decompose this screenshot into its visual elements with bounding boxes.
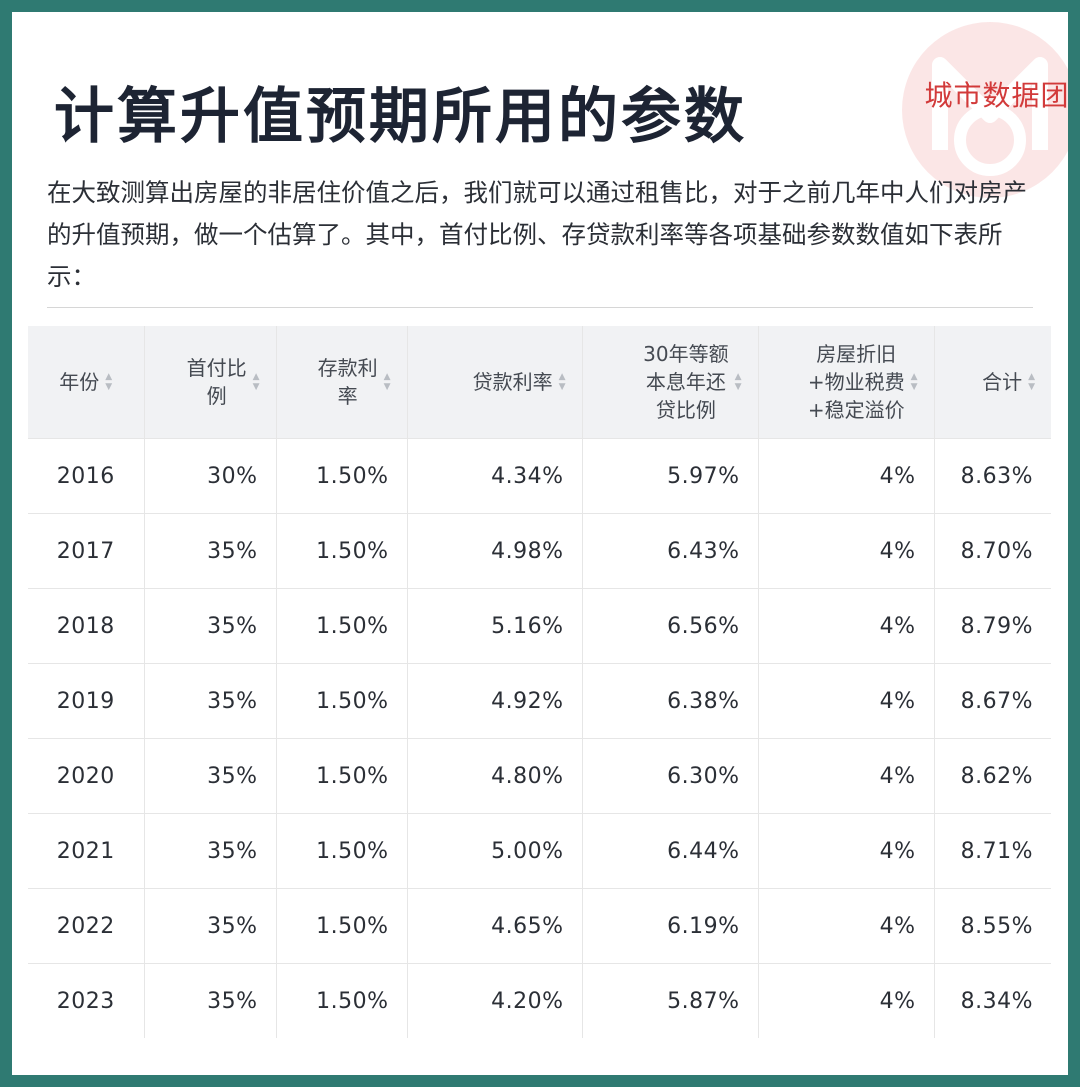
table-cell: 4.20% bbox=[407, 963, 583, 1038]
table-cell: 8.55% bbox=[934, 888, 1051, 964]
parameters-table: 年份 ▲ ▼ 首付比例 ▲ ▼ 存款利率 ▲ ▼ 贷款利率 ▲ ▼ 30年等额 本息年还 贷比例 ▲ ▼ 房屋折旧… bbox=[28, 326, 1051, 1038]
sort-icon[interactable]: ▲ ▼ bbox=[252, 372, 260, 392]
table-cell: 1.50% bbox=[276, 588, 408, 664]
table-cell: 8.63% bbox=[934, 438, 1051, 514]
sort-icon[interactable]: ▲ ▼ bbox=[105, 372, 113, 392]
table-cell: 5.00% bbox=[407, 813, 583, 889]
table-cell: 6.56% bbox=[582, 588, 759, 664]
table-cell: 35% bbox=[144, 888, 277, 964]
table-cell: 5.16% bbox=[407, 588, 583, 664]
page-title: 计算升值预期所用的参数 bbox=[54, 82, 747, 152]
table-cell: 6.44% bbox=[582, 813, 759, 889]
column-header[interactable]: 存款利率 ▲ ▼ bbox=[276, 326, 408, 439]
table-cell: 2021 bbox=[28, 813, 145, 889]
table-cell: 4% bbox=[758, 963, 935, 1038]
table-row: 2020 35% 1.50% 4.80% 6.30% 4% 8.62% bbox=[28, 738, 1051, 814]
table-cell: 30% bbox=[144, 438, 277, 514]
table-cell: 6.38% bbox=[582, 663, 759, 739]
table-row: 2017 35% 1.50% 4.98% 6.43% 4% 8.70% bbox=[28, 513, 1051, 589]
table-cell: 4.80% bbox=[407, 738, 583, 814]
table-row: 2018 35% 1.50% 5.16% 6.56% 4% 8.79% bbox=[28, 588, 1051, 664]
sort-icon[interactable]: ▲ ▼ bbox=[1028, 372, 1035, 392]
sort-icon[interactable]: ▲ ▼ bbox=[558, 372, 566, 392]
table-header-row: 年份 ▲ ▼ 首付比例 ▲ ▼ 存款利率 ▲ ▼ 贷款利率 ▲ ▼ 30年等额 本息年还 贷比例 ▲ ▼ 房屋折旧… bbox=[28, 326, 1051, 439]
table-cell: 4% bbox=[758, 888, 935, 964]
table-row: 2022 35% 1.50% 4.65% 6.19% 4% 8.55% bbox=[28, 888, 1051, 964]
table-cell: 4.34% bbox=[407, 438, 583, 514]
content-card: 城市数据团 计算升值预期所用的参数 在大致测算出房屋的非居住价值之后，我们就可以… bbox=[12, 12, 1068, 1075]
table-cell: 35% bbox=[144, 588, 277, 664]
column-header[interactable]: 贷款利率 ▲ ▼ bbox=[407, 326, 583, 439]
table-cell: 8.67% bbox=[934, 663, 1051, 739]
divider bbox=[47, 307, 1033, 308]
column-header-label: 贷款利率 bbox=[472, 370, 553, 394]
sort-icon[interactable]: ▲ ▼ bbox=[383, 372, 391, 392]
table-row: 2023 35% 1.50% 4.20% 5.87% 4% 8.34% bbox=[28, 963, 1051, 1038]
table-cell: 35% bbox=[144, 513, 277, 589]
table-cell: 35% bbox=[144, 813, 277, 889]
table-cell: 35% bbox=[144, 738, 277, 814]
table-cell: 1.50% bbox=[276, 963, 408, 1038]
column-header-label: 存款利率 bbox=[317, 356, 378, 408]
table-cell: 4.92% bbox=[407, 663, 583, 739]
table-cell: 2019 bbox=[28, 663, 145, 739]
table-cell: 4% bbox=[758, 813, 935, 889]
column-header-label: 房屋折旧 +物业税费 +稳定溢价 bbox=[807, 342, 905, 422]
table-row: 2016 30% 1.50% 4.34% 5.97% 4% 8.63% bbox=[28, 438, 1051, 514]
table-cell: 8.79% bbox=[934, 588, 1051, 664]
table-cell: 2023 bbox=[28, 963, 145, 1038]
brand-watermark-text: 城市数据团 bbox=[924, 79, 1068, 112]
table-cell: 8.62% bbox=[934, 738, 1051, 814]
table-cell: 4% bbox=[758, 513, 935, 589]
table-cell: 1.50% bbox=[276, 738, 408, 814]
table-body: 2016 30% 1.50% 4.34% 5.97% 4% 8.63% 2017 35% 1.50… bbox=[28, 438, 1051, 1038]
table-cell: 2022 bbox=[28, 888, 145, 964]
table-cell: 4% bbox=[758, 438, 935, 514]
table-cell: 6.19% bbox=[582, 888, 759, 964]
table-cell: 2020 bbox=[28, 738, 145, 814]
sort-icon[interactable]: ▲ ▼ bbox=[734, 372, 742, 392]
table-row: 2021 35% 1.50% 5.00% 6.44% 4% 8.71% bbox=[28, 813, 1051, 889]
table-cell: 4% bbox=[758, 663, 935, 739]
table-cell: 2017 bbox=[28, 513, 145, 589]
column-header[interactable]: 首付比例 ▲ ▼ bbox=[144, 326, 277, 439]
table-cell: 4.65% bbox=[407, 888, 583, 964]
column-header-label: 年份 bbox=[59, 370, 100, 394]
column-header[interactable]: 合计 ▲ ▼ bbox=[934, 326, 1051, 439]
sort-icon[interactable]: ▲ ▼ bbox=[910, 372, 918, 392]
column-header-label: 首付比例 bbox=[186, 356, 247, 408]
intro-paragraph: 在大致测算出房屋的非居住价值之后，我们就可以通过租售比，对于之前几年中人们对房产… bbox=[47, 178, 1027, 291]
column-header[interactable]: 房屋折旧 +物业税费 +稳定溢价 ▲ ▼ bbox=[758, 326, 935, 439]
column-header[interactable]: 年份 ▲ ▼ bbox=[28, 326, 145, 439]
table-cell: 8.71% bbox=[934, 813, 1051, 889]
column-header[interactable]: 30年等额 本息年还 贷比例 ▲ ▼ bbox=[582, 326, 759, 439]
logo-icon bbox=[902, 22, 1068, 198]
table-cell: 35% bbox=[144, 963, 277, 1038]
table-cell: 4% bbox=[758, 738, 935, 814]
table-cell: 8.34% bbox=[934, 963, 1051, 1038]
table-cell: 2018 bbox=[28, 588, 145, 664]
table-cell: 6.30% bbox=[582, 738, 759, 814]
table-row: 2019 35% 1.50% 4.92% 6.38% 4% 8.67% bbox=[28, 663, 1051, 739]
table-cell: 1.50% bbox=[276, 513, 408, 589]
table-cell: 1.50% bbox=[276, 438, 408, 514]
table-cell: 4% bbox=[758, 588, 935, 664]
table-cell: 8.70% bbox=[934, 513, 1051, 589]
table-cell: 2016 bbox=[28, 438, 145, 514]
column-header-label: 30年等额 本息年还 贷比例 bbox=[643, 342, 729, 422]
table-cell: 35% bbox=[144, 663, 277, 739]
table-cell: 4.98% bbox=[407, 513, 583, 589]
column-header-label: 合计 bbox=[982, 370, 1023, 394]
table-cell: 6.43% bbox=[582, 513, 759, 589]
table-cell: 1.50% bbox=[276, 663, 408, 739]
table-cell: 5.97% bbox=[582, 438, 759, 514]
table-cell: 1.50% bbox=[276, 813, 408, 889]
table-cell: 1.50% bbox=[276, 888, 408, 964]
table-cell: 5.87% bbox=[582, 963, 759, 1038]
